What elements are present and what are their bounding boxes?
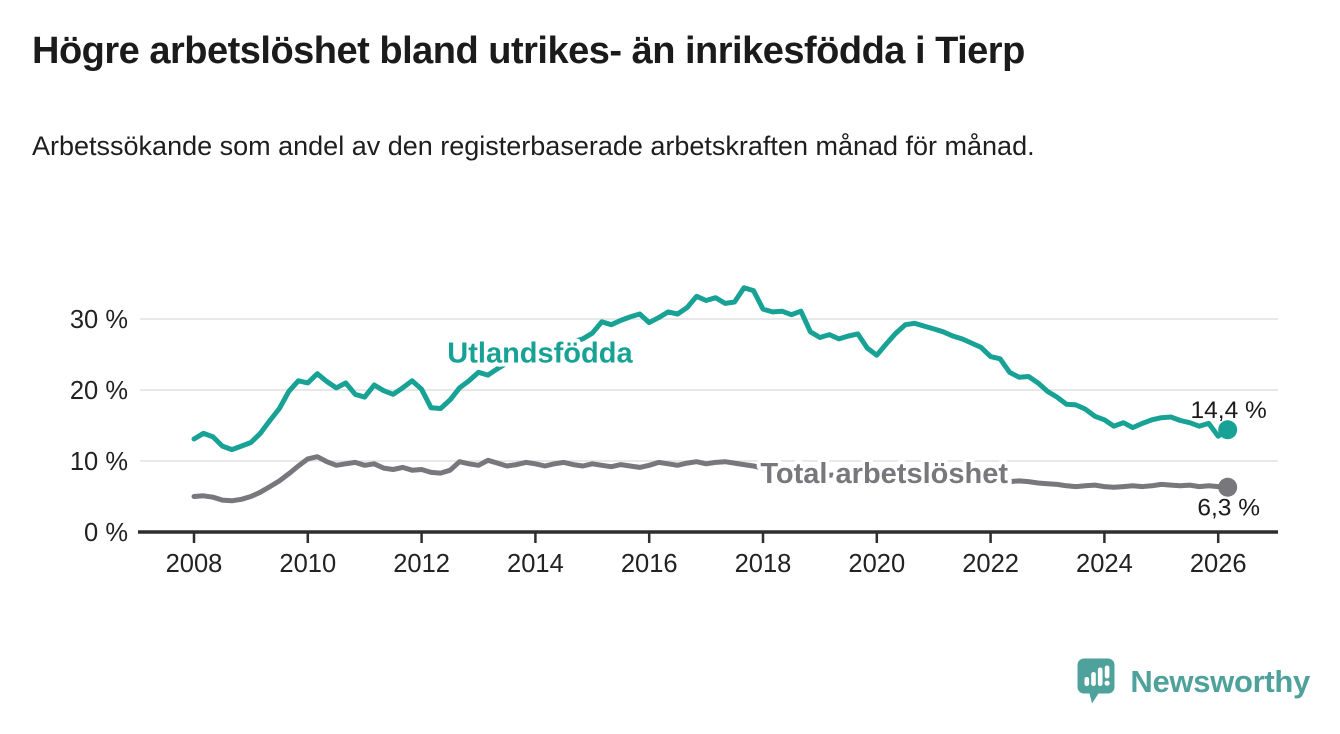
newsworthy-logo: Newsworthy <box>1076 657 1310 706</box>
page-title: Högre arbetslöshet bland utrikes- än inr… <box>32 30 1025 72</box>
x-axis-label-2026: 2026 <box>1190 550 1247 578</box>
exclamation-bar <box>1105 665 1110 679</box>
x-axis-label-2014: 2014 <box>507 550 564 578</box>
speech-bubble-shape <box>1077 658 1115 704</box>
y-axis-label-0: 0 % <box>84 519 128 547</box>
brand-name: Newsworthy <box>1130 663 1310 699</box>
end-dot-utlandsfodda <box>1218 420 1238 440</box>
bar-small <box>1084 677 1090 686</box>
chart-area: 0 % 10 % 20 % 30 % 2008 2010 2012 2014 2016 2018 2… <box>0 250 1340 590</box>
series-line-total <box>191 454 1231 504</box>
series-line-utlandsfodda <box>191 285 1231 453</box>
end-dot-total <box>1218 477 1238 497</box>
newsworthy-bubble-chart-icon <box>1077 658 1115 704</box>
chart-subtitle: Arbetssökande som andel av den registerb… <box>32 131 1035 161</box>
y-axis-label-10: 10 % <box>70 448 128 476</box>
x-axis-label-2012: 2012 <box>393 550 450 578</box>
series-label-total: Total arbetslöshet <box>760 458 1008 490</box>
x-axis-label-2018: 2018 <box>735 550 792 578</box>
x-axis-label-2008: 2008 <box>166 550 223 578</box>
x-axis-label-2010: 2010 <box>279 550 336 578</box>
chart-svg: 0 % 10 % 20 % 30 % 2008 2010 2012 2014 2016 2018 2… <box>70 285 1278 578</box>
x-axis-label-2020: 2020 <box>848 550 905 578</box>
x-axis-label-2022: 2022 <box>962 550 1019 578</box>
bar-medium <box>1091 672 1097 686</box>
end-value-label-total: 6,3 % <box>1197 494 1260 521</box>
y-axis-label-30: 30 % <box>70 306 128 334</box>
series-label-utlandsfodda: Utlandsfödda <box>447 337 633 369</box>
x-axis-label-2024: 2024 <box>1076 550 1133 578</box>
bar-large <box>1098 667 1103 686</box>
end-value-label-utlandsfodda: 14,4 % <box>1191 397 1267 424</box>
exclamation-dot <box>1104 680 1111 686</box>
x-axis-label-2016: 2016 <box>621 550 678 578</box>
y-axis-label-20: 20 % <box>70 377 128 405</box>
